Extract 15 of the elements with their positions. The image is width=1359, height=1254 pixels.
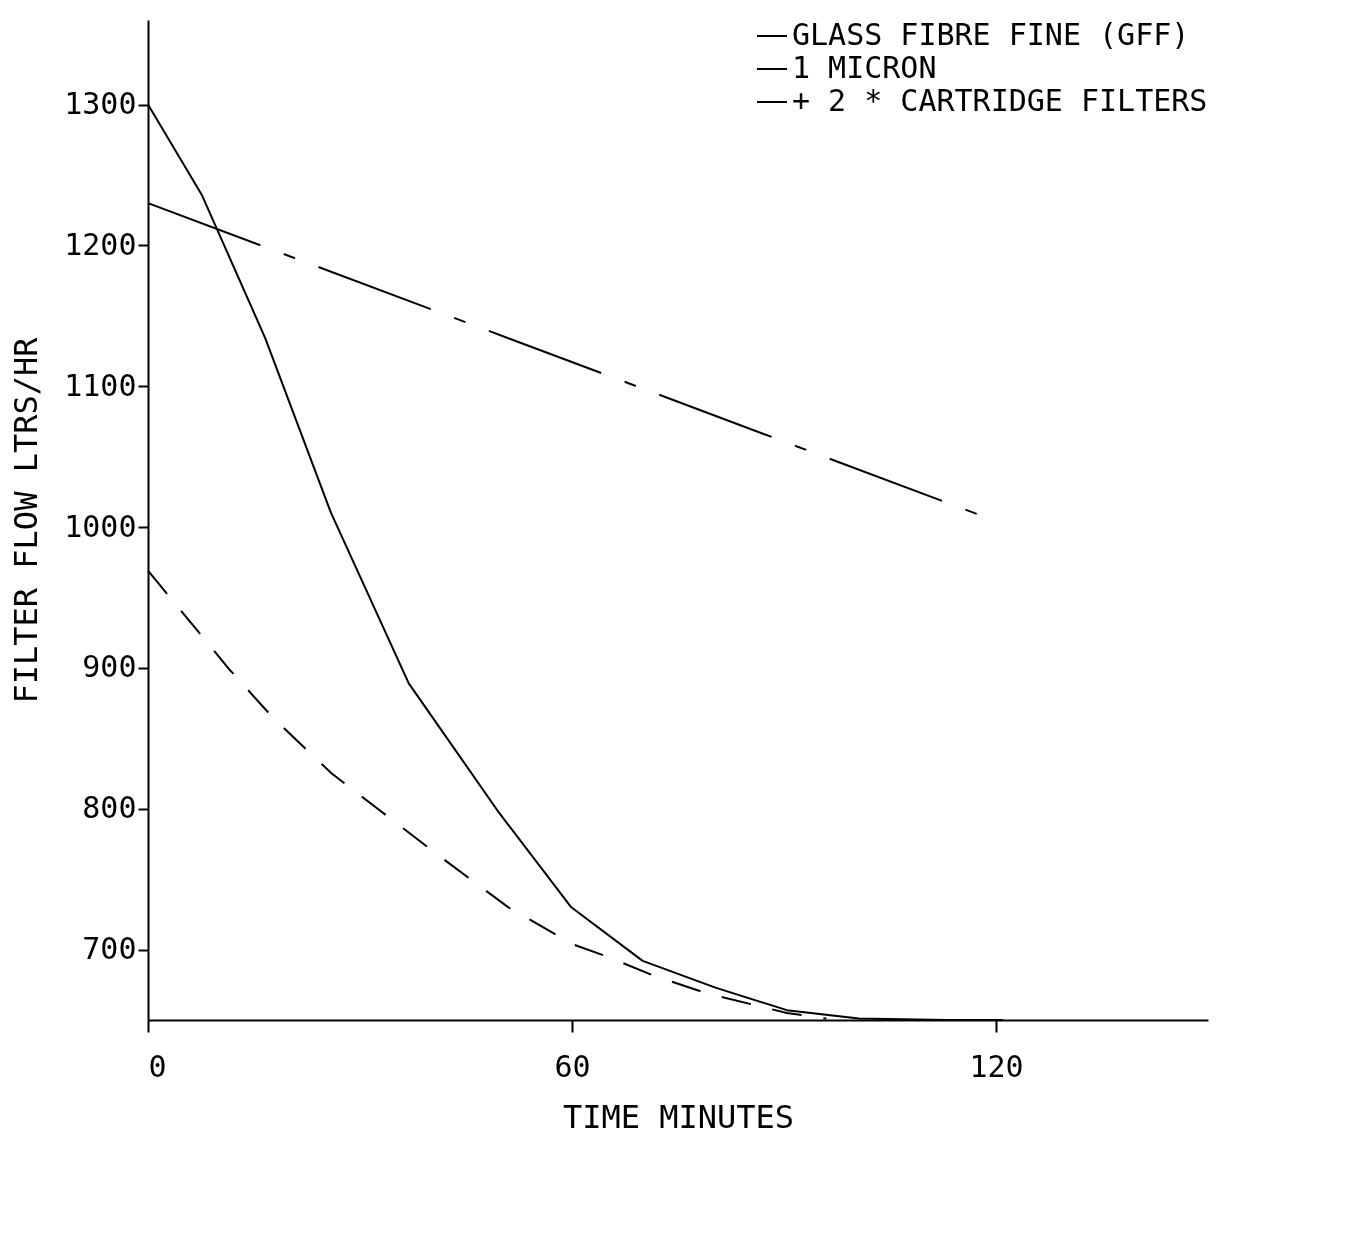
x-axis-title: TIME MINUTES bbox=[562, 1097, 795, 1136]
y-tick-label: 900 bbox=[82, 649, 137, 685]
x-tick-label: 60 bbox=[554, 1048, 591, 1084]
y-tick-label: 1200 bbox=[64, 226, 137, 262]
legend-label: GLASS FIBRE FINE (GFF) bbox=[792, 17, 1190, 52]
x-tick-label: 120 bbox=[969, 1048, 1024, 1084]
y-tick-label: 1000 bbox=[64, 508, 137, 544]
y-tick-label: 700 bbox=[82, 931, 137, 967]
y-tick-label: 1100 bbox=[64, 367, 137, 403]
y-tick-label: 800 bbox=[82, 790, 137, 826]
y-tick-label: 1300 bbox=[64, 86, 137, 122]
x-tick-label: 0 bbox=[148, 1048, 167, 1084]
legend-label: 1 MICRON bbox=[792, 50, 937, 85]
y-axis-title: FILTER FLOW LTRS/HR bbox=[7, 336, 46, 704]
legend-label: + 2 * CARTRIDGE FILTERS bbox=[792, 83, 1208, 118]
